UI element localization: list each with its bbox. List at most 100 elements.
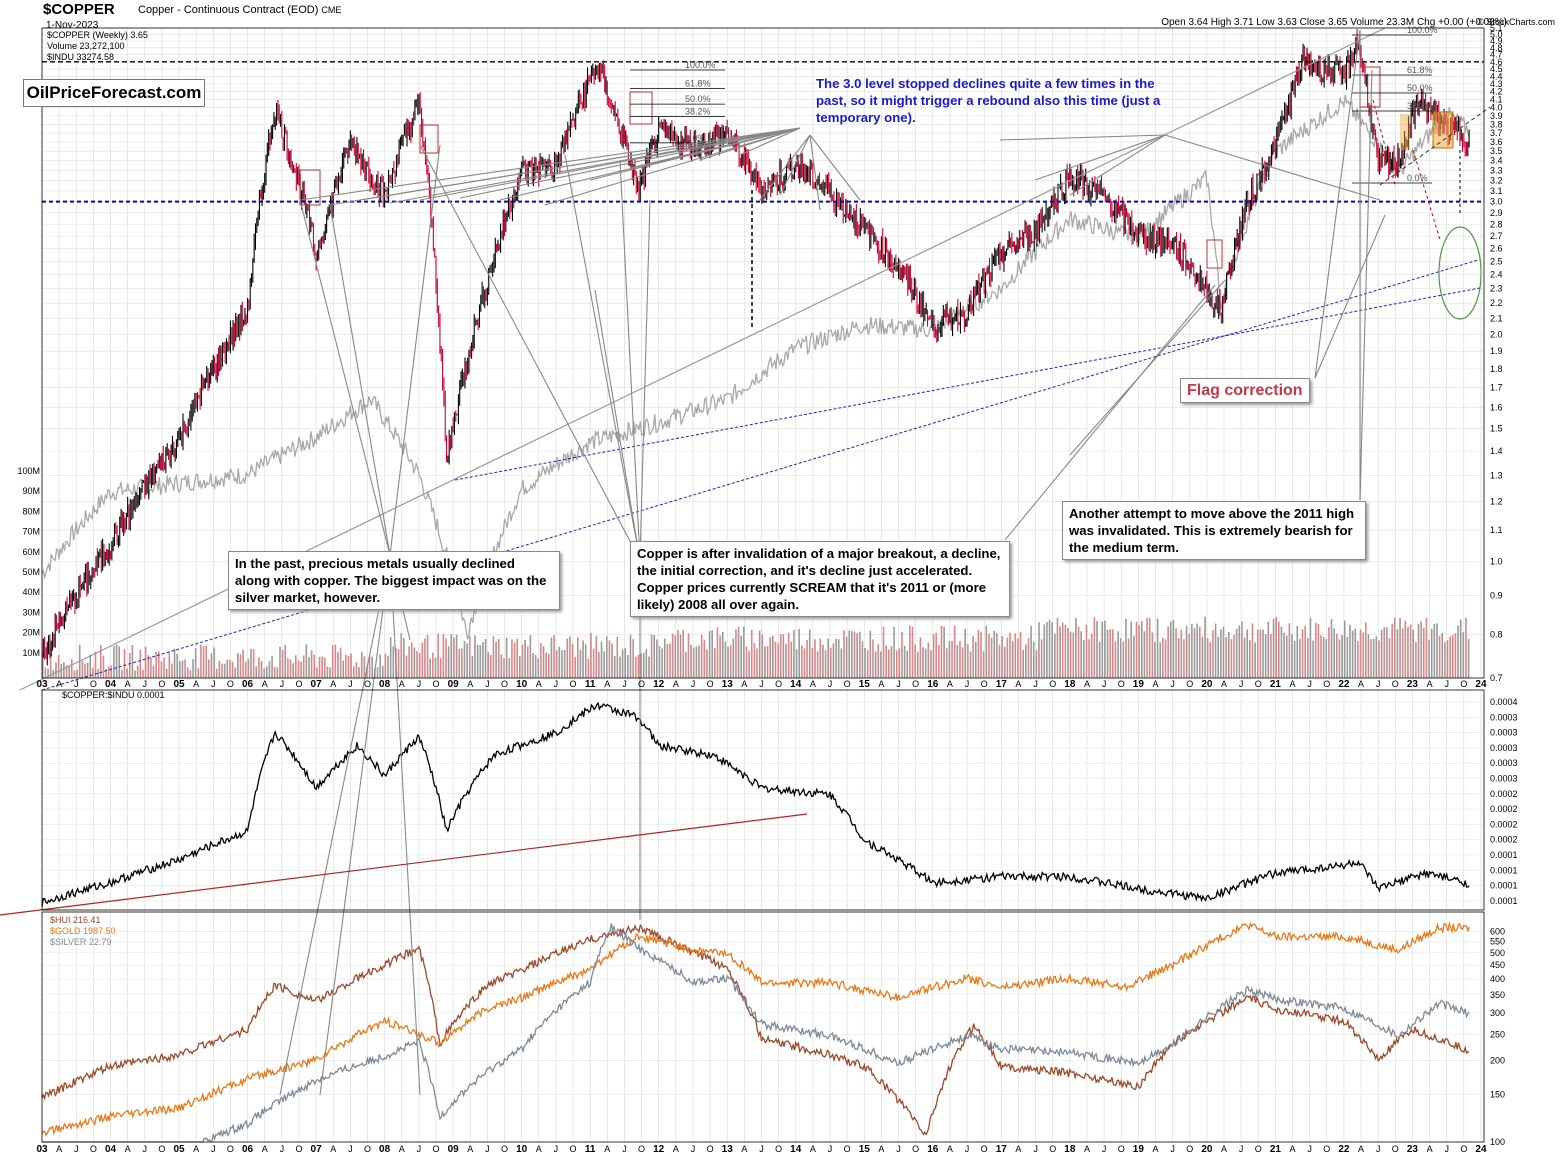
- y-tick-label: 4.9: [1490, 36, 1503, 46]
- volume-bar: [832, 643, 835, 678]
- volume-bar: [476, 644, 479, 678]
- volume-bar: [845, 636, 848, 678]
- x-tick-label: A: [1221, 679, 1227, 689]
- volume-bar: [1054, 633, 1056, 678]
- volume-bar: [637, 654, 640, 678]
- volume-bar: [909, 625, 911, 678]
- y-tick-label: 2.7: [1490, 231, 1503, 241]
- volume-bar: [1341, 635, 1343, 678]
- volume-bar: [408, 646, 410, 678]
- x-tick-label: A: [1152, 679, 1158, 689]
- volume-bar: [337, 652, 339, 678]
- x-tick-label: 09: [448, 1144, 460, 1155]
- x-tick-label: 06: [242, 679, 254, 690]
- volume-bar: [548, 653, 550, 678]
- volume-bar: [511, 639, 513, 678]
- volume-bar: [318, 656, 321, 678]
- legend-indu: $INDU 33274.58: [47, 52, 115, 62]
- callout-line: [779, 134, 811, 196]
- x-tick-label: J: [1376, 679, 1381, 689]
- volume-bar: [985, 625, 988, 678]
- x-tick-label: O: [707, 1144, 714, 1154]
- volume-bar: [503, 658, 505, 678]
- volume-bar: [244, 661, 247, 678]
- x-tick-label: O: [981, 1144, 988, 1154]
- volume-bar: [1027, 638, 1030, 678]
- volume-bar: [872, 639, 874, 678]
- volume-bar: [1330, 619, 1333, 678]
- x-tick-label: A: [741, 1144, 747, 1154]
- x-tick-label: J: [554, 1144, 559, 1154]
- callout-line: [564, 154, 641, 561]
- x-tick-label: O: [1460, 679, 1467, 689]
- y-tick-label: 0.0001: [1490, 850, 1518, 860]
- callout-line: [419, 144, 641, 561]
- x-tick-label: 05: [173, 1144, 185, 1155]
- x-tick-label: A: [467, 679, 473, 689]
- volume-bar: [1222, 626, 1225, 678]
- x-tick-label: A: [1358, 679, 1364, 689]
- x-tick-label: A: [1427, 1144, 1433, 1154]
- volume-bar: [540, 643, 542, 678]
- volume-bar: [250, 648, 252, 678]
- y-tick-label: 0.0003: [1490, 728, 1518, 738]
- volume-bar: [305, 644, 308, 678]
- volume-bar: [964, 628, 967, 678]
- y-tick-label: 2.1: [1490, 313, 1503, 323]
- volume-bar: [273, 666, 276, 678]
- volume-bar: [1030, 625, 1032, 678]
- volume-bar: [57, 654, 60, 678]
- fib-label: 38.2%: [685, 107, 711, 117]
- volume-bar: [1367, 634, 1370, 678]
- volume-bar: [729, 645, 732, 678]
- volume-bar: [674, 635, 677, 678]
- volume-bar: [1346, 636, 1349, 678]
- y-tick-label: 3.0: [1490, 197, 1503, 207]
- volume-bar: [790, 641, 793, 678]
- volume-bar: [208, 659, 210, 678]
- volume-bar: [492, 636, 495, 678]
- flag-box: [1432, 111, 1454, 149]
- volume-bar: [439, 658, 442, 678]
- volume-bar: [323, 657, 326, 678]
- x-tick-label: 19: [1133, 679, 1145, 690]
- callout-line: [619, 159, 641, 561]
- legend-ratio: $COPPER:$INDU 0.0001: [62, 690, 165, 700]
- volume-bar: [186, 667, 189, 678]
- fib-label: 100.0%: [1407, 25, 1438, 35]
- volume-bar: [437, 633, 439, 678]
- y-tick-label: 1.7: [1490, 383, 1503, 393]
- volume-bar: [1336, 633, 1338, 678]
- volume-bar: [519, 656, 521, 678]
- y-tick-label: 2.5: [1490, 256, 1503, 266]
- x-tick-label: A: [193, 1144, 199, 1154]
- volume-bar: [903, 645, 906, 678]
- volume-bar: [471, 656, 474, 678]
- x-tick-label: A: [1427, 679, 1433, 689]
- volume-bar: [967, 644, 969, 678]
- volume-bar: [1125, 618, 1127, 678]
- y-tick-label: 1.9: [1490, 346, 1503, 356]
- volume-bar: [1296, 625, 1299, 678]
- volume-bar: [737, 626, 740, 678]
- volume-bar: [590, 633, 592, 678]
- x-tick-label: O: [570, 1144, 577, 1154]
- y-tick-label: 3.2: [1490, 176, 1503, 186]
- volume-bar: [1254, 642, 1256, 678]
- volume-bar: [1164, 639, 1167, 678]
- volume-bar: [397, 649, 400, 678]
- volume-bar: [880, 651, 882, 678]
- volume-bar: [1209, 642, 1212, 678]
- y-tick-label: 0.0003: [1490, 774, 1518, 784]
- volume-bar: [785, 643, 787, 678]
- volume-bar: [163, 657, 165, 678]
- site-logo[interactable]: OilPriceForecast.com: [23, 79, 205, 107]
- volume-bar: [1230, 639, 1233, 678]
- volume-bar: [468, 636, 471, 678]
- volume-bar: [592, 648, 595, 678]
- volume-bar: [1214, 623, 1217, 678]
- volume-bar: [1293, 641, 1296, 678]
- y-tick-label: 350: [1490, 990, 1505, 1000]
- volume-bar: [935, 632, 938, 678]
- volume-bar: [974, 641, 977, 678]
